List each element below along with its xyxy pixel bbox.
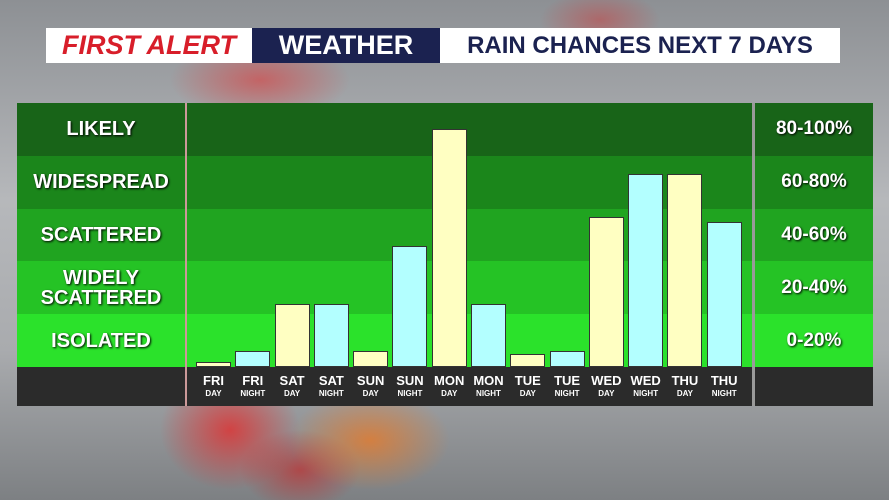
band-label-cell: LIKELY xyxy=(17,103,185,156)
x-tick-label: MON xyxy=(434,373,465,388)
bar xyxy=(196,361,231,367)
x-tick-label: SAT xyxy=(279,373,305,388)
x-tick-label: FRI xyxy=(242,373,264,388)
bar xyxy=(588,216,624,367)
x-tick-sublabel: NIGHT xyxy=(476,389,501,398)
x-tick-label: THU xyxy=(671,373,699,388)
bar xyxy=(235,351,271,367)
band-label-cell: WIDESPREAD xyxy=(17,155,185,209)
bar xyxy=(510,353,546,367)
x-tick-sublabel: DAY xyxy=(598,389,615,398)
bar xyxy=(471,303,506,367)
label-row xyxy=(17,367,873,406)
bar xyxy=(353,351,389,367)
x-tick-label: WED xyxy=(591,373,622,388)
band-label-cell: ISOLATED xyxy=(17,314,185,367)
band-label-cell: WIDELY SCATTERED xyxy=(17,261,185,315)
chart-title: RAIN CHANCES NEXT 7 DAYS xyxy=(440,28,840,63)
x-tick-sublabel: DAY xyxy=(441,389,458,398)
band xyxy=(187,103,752,156)
bar xyxy=(431,129,467,367)
x-tick-sublabel: DAY xyxy=(283,389,301,398)
divider xyxy=(752,103,755,406)
x-tick-label: THU xyxy=(710,373,738,388)
x-tick-label: FRI xyxy=(203,373,224,388)
divider xyxy=(185,103,187,406)
band-label-cell: SCATTERED xyxy=(17,208,185,262)
x-tick-sublabel: DAY xyxy=(519,389,536,398)
bar xyxy=(392,245,428,367)
x-tick-sublabel: NIGHT xyxy=(554,389,580,398)
brand: FIRST ALERT xyxy=(46,28,252,63)
x-tick-sublabel: DAY xyxy=(362,389,379,398)
band-range: 40-60% xyxy=(755,208,873,262)
band-range: 20-40% xyxy=(755,261,873,315)
bar xyxy=(313,303,349,367)
bar xyxy=(549,351,585,367)
bar xyxy=(667,174,703,367)
x-tick-label: MON xyxy=(473,373,504,388)
x-tick-label: WED xyxy=(630,373,661,388)
x-tick-label: TUE xyxy=(554,373,581,388)
x-tick-label: SAT xyxy=(318,373,344,388)
brand-weather: WEATHER xyxy=(252,28,440,63)
x-tick-sublabel: DAY xyxy=(676,389,693,398)
bar xyxy=(706,221,742,367)
band-range: 80-100% xyxy=(755,103,873,156)
x-tick-sublabel: NIGHT xyxy=(240,389,266,398)
x-tick-sublabel: NIGHT xyxy=(397,389,423,398)
band-range: 0-20% xyxy=(755,314,873,367)
bar xyxy=(628,174,664,367)
x-tick-sublabel: NIGHT xyxy=(318,389,344,398)
x-tick-sublabel: NIGHT xyxy=(633,389,659,398)
x-tick-label: SUN xyxy=(356,373,385,388)
x-tick-sublabel: NIGHT xyxy=(711,389,737,398)
x-tick-sublabel: DAY xyxy=(205,389,222,398)
x-tick-label: SUN xyxy=(396,373,424,388)
bar xyxy=(274,303,310,367)
band-range: 60-80% xyxy=(755,155,873,209)
x-tick-label: TUE xyxy=(514,373,541,388)
